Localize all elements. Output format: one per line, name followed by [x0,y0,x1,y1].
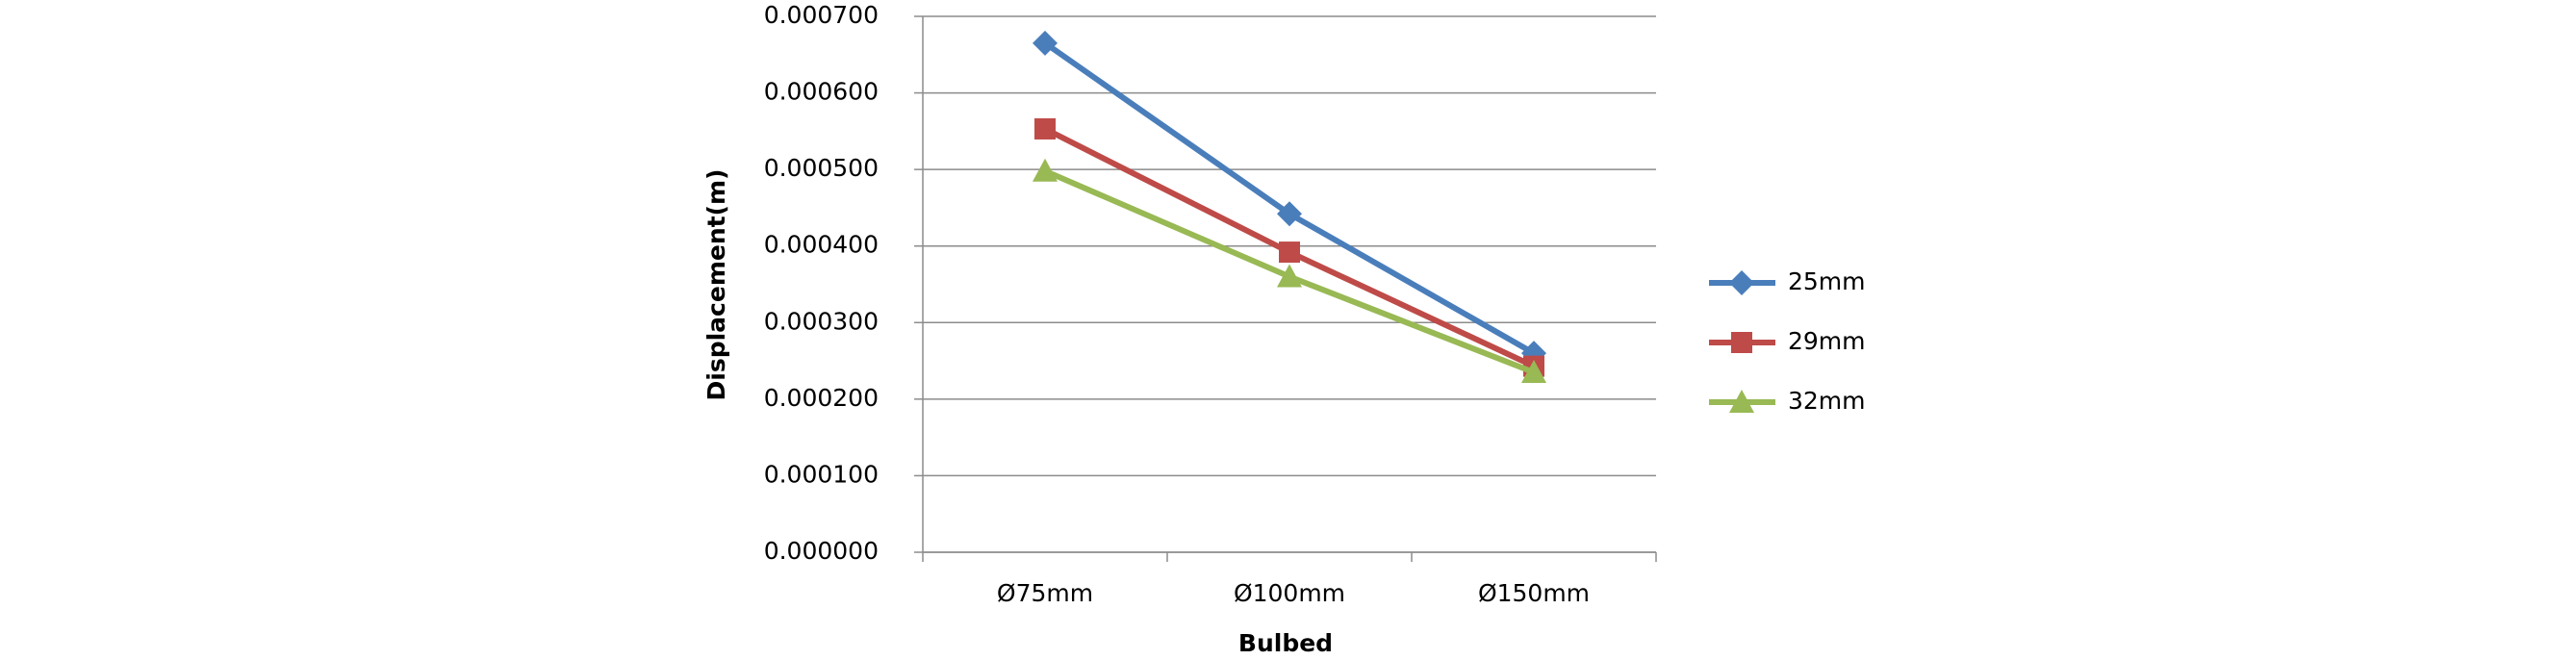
legend-marker [1731,332,1752,353]
legend-label: 29mm [1788,327,1866,355]
x-axis-title: Bulbed [1238,629,1333,657]
data-point [1521,360,1546,384]
y-tick-label: 0.000000 [764,537,879,565]
x-tick-label: Ø100mm [1234,579,1345,607]
y-tick-label: 0.000700 [764,1,879,29]
y-tick-label: 0.000400 [764,231,879,259]
series-line [1043,40,1536,356]
data-point [1033,158,1058,182]
x-tick-label: Ø75mm [997,579,1093,607]
data-point [1033,30,1058,56]
y-axis-title: Displacement(m) [702,169,730,401]
legend-marker [1729,270,1754,295]
data-point [1277,201,1302,227]
legend-label: 32mm [1788,387,1866,415]
legend-label: 25mm [1788,267,1866,295]
data-point [1277,264,1302,288]
data-point [1034,117,1056,140]
data-point [1279,241,1300,264]
y-tick-label: 0.000600 [764,78,879,106]
x-tick-label: Ø150mm [1478,579,1590,607]
y-tick-label: 0.000100 [764,460,879,488]
legend-marker [1729,390,1754,413]
y-tick-label: 0.000300 [764,307,879,335]
y-tick-label: 0.000200 [764,384,879,412]
y-tick-label: 0.000500 [764,154,879,182]
